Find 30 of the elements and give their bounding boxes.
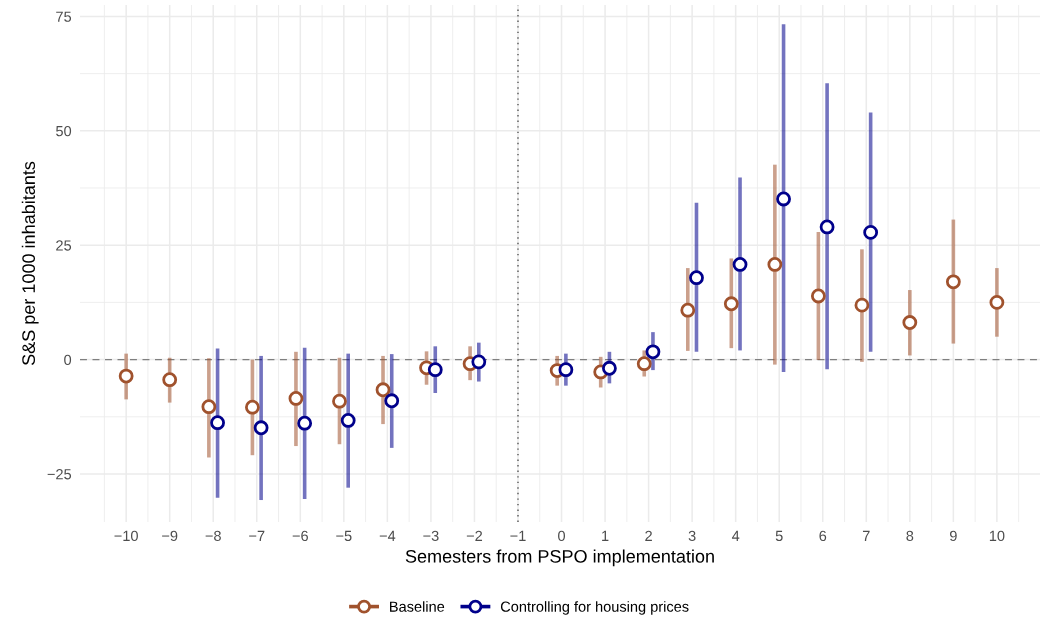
x-tick-label: −5 bbox=[336, 530, 352, 542]
x-tick-label: −9 bbox=[162, 530, 178, 542]
x-tick-label: −2 bbox=[466, 530, 483, 541]
x-tick-label: 7 bbox=[862, 530, 870, 541]
x-tick-label: 2 bbox=[645, 530, 652, 541]
x-tick-label: −3 bbox=[423, 530, 439, 542]
x-tick-label: 0 bbox=[558, 530, 566, 542]
x-tick-label: 4 bbox=[731, 530, 740, 541]
y-tick-label: 75 bbox=[56, 11, 72, 22]
x-axis-title: Semesters from PSPO implementation bbox=[405, 549, 714, 567]
x-tick-label: 9 bbox=[949, 530, 957, 542]
x-tick-label: −10 bbox=[114, 530, 138, 542]
x-tick-label: −1 bbox=[510, 530, 526, 541]
x-tick-label: −4 bbox=[379, 530, 396, 541]
x-tick-label: −7 bbox=[249, 530, 265, 541]
legend-label: Controlling for housing prices bbox=[500, 601, 689, 615]
y-tick-label: −25 bbox=[47, 469, 72, 480]
x-tick-label: 1 bbox=[602, 530, 609, 541]
x-tick-label: 5 bbox=[775, 530, 783, 542]
x-tick-label: 10 bbox=[989, 530, 1005, 542]
y-tick-label: 0 bbox=[64, 354, 72, 366]
y-tick-label: 25 bbox=[56, 240, 72, 251]
x-tick-label: 3 bbox=[688, 530, 696, 542]
x-tick-label: 6 bbox=[819, 530, 827, 542]
x-tick-label: 8 bbox=[906, 530, 914, 542]
x-tick-label: −8 bbox=[205, 530, 221, 542]
legend-label: Baseline bbox=[390, 601, 445, 612]
y-axis-title: S&S per 1000 inhabitants bbox=[21, 161, 39, 366]
y-tick-label: 50 bbox=[56, 125, 72, 137]
x-tick-label: −6 bbox=[292, 530, 308, 542]
